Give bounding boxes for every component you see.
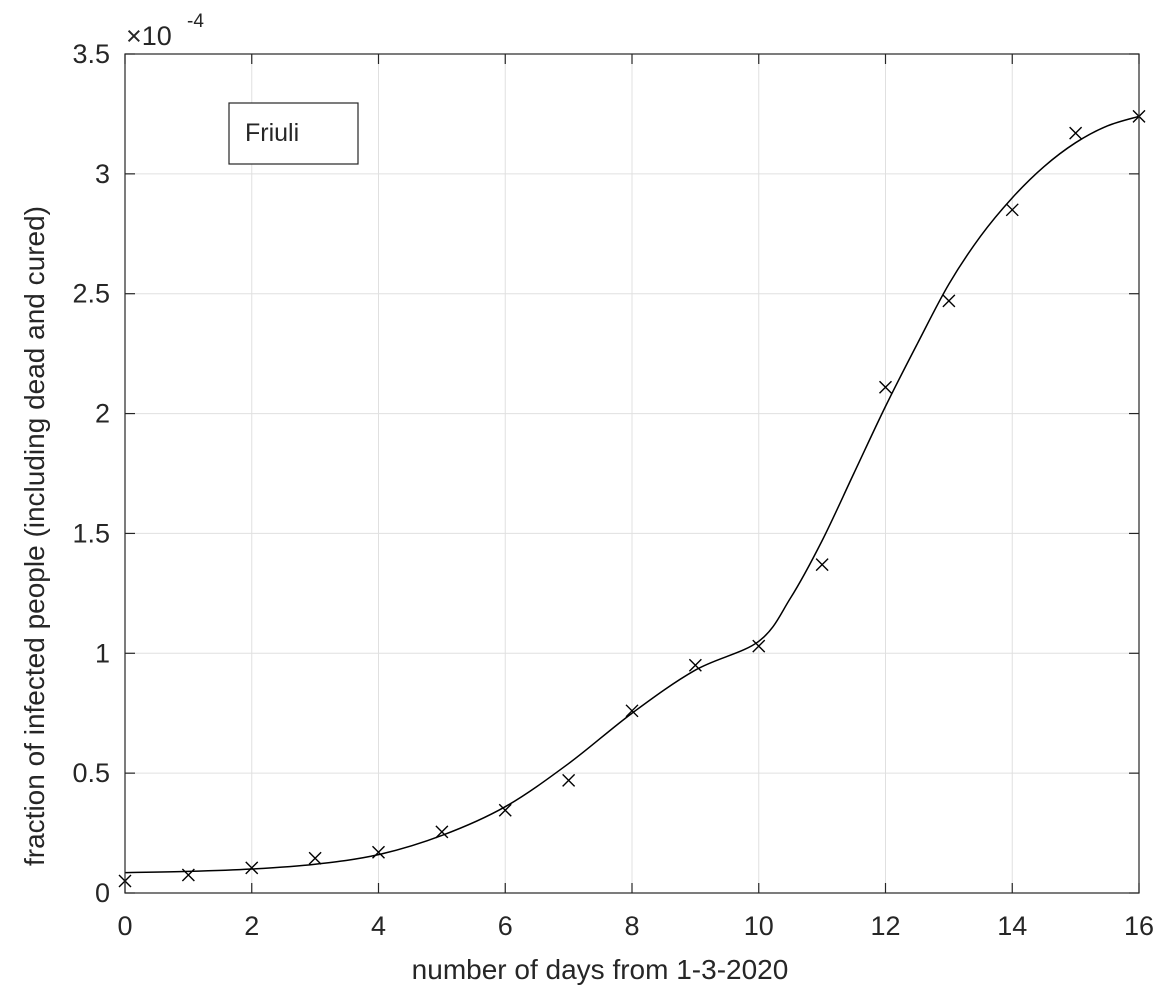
y-tick-label: 0 bbox=[95, 878, 110, 908]
plot-frame bbox=[124, 53, 1140, 894]
y-tick-label: 1.5 bbox=[72, 518, 110, 548]
x-tick-label: 12 bbox=[870, 911, 900, 941]
y-tick-label: 0.5 bbox=[72, 758, 110, 788]
data-marker bbox=[688, 658, 702, 672]
y-tick-label: 1 bbox=[95, 638, 110, 668]
y-tick-label: 3.5 bbox=[72, 39, 110, 69]
y-axis-label: fraction of infected people (including d… bbox=[19, 206, 50, 866]
x-tick-label: 4 bbox=[371, 911, 386, 941]
x-tick-label: 2 bbox=[244, 911, 259, 941]
legend: Friuli bbox=[228, 102, 359, 165]
x-tick-label: 0 bbox=[117, 911, 132, 941]
y-scale-base: ×10 bbox=[126, 21, 172, 51]
x-tick-label: 16 bbox=[1124, 911, 1154, 941]
y-tick-label: 2.5 bbox=[72, 279, 110, 309]
data-marker bbox=[435, 825, 449, 839]
x-tick-label: 6 bbox=[498, 911, 513, 941]
data-marker bbox=[752, 639, 766, 653]
legend-box bbox=[228, 102, 359, 165]
data-marker bbox=[942, 294, 956, 308]
tick-labels: 0 2 4 6 8 10 12 14 16 0 0.5 1 1.5 2 2.5 3 3.5 bbox=[72, 39, 1154, 941]
x-tick-label: 14 bbox=[997, 911, 1027, 941]
data-marker bbox=[1069, 126, 1083, 140]
x-tick-label: 10 bbox=[744, 911, 774, 941]
data-marker bbox=[625, 704, 639, 718]
data-marker bbox=[308, 851, 322, 865]
data-marker bbox=[815, 558, 829, 572]
y-tick-label: 3 bbox=[95, 159, 110, 189]
data-marker bbox=[562, 773, 576, 787]
y-tick-label: 2 bbox=[95, 399, 110, 429]
y-scale-exponent: -4 bbox=[187, 11, 204, 32]
grid bbox=[125, 54, 1139, 893]
x-tick-label: 8 bbox=[624, 911, 639, 941]
data-marker bbox=[1005, 203, 1019, 217]
fit-curve bbox=[124, 115, 1140, 874]
legend-label: Friuli bbox=[245, 119, 299, 147]
x-axis-label: number of days from 1-3-2020 bbox=[412, 954, 789, 985]
data-marker bbox=[498, 803, 512, 817]
data-marker bbox=[879, 380, 892, 394]
data-marker bbox=[245, 861, 259, 875]
